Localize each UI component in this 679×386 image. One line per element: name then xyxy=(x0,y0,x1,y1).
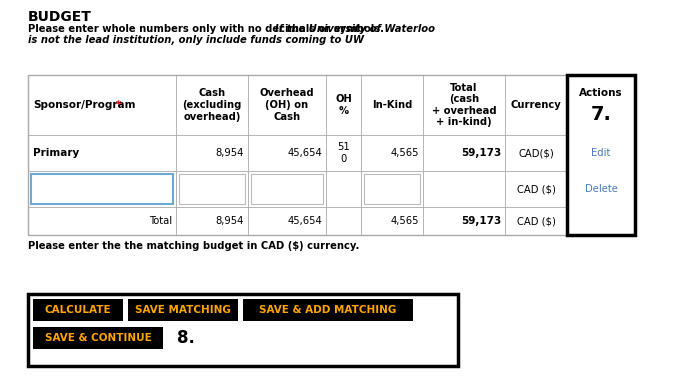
Text: 4,565: 4,565 xyxy=(390,216,419,226)
Text: 45,654: 45,654 xyxy=(287,216,322,226)
Text: Please enter the the matching budget in CAD ($) currency.: Please enter the the matching budget in … xyxy=(28,241,359,251)
Text: Total
(cash
+ overhead
+ in-kind): Total (cash + overhead + in-kind) xyxy=(432,83,496,127)
Bar xyxy=(243,299,413,321)
Text: SAVE & ADD MATCHING: SAVE & ADD MATCHING xyxy=(259,305,397,315)
Text: 8,954: 8,954 xyxy=(216,148,244,158)
Text: Cash
(excluding
overhead): Cash (excluding overhead) xyxy=(183,88,242,122)
Text: Currency: Currency xyxy=(511,100,562,110)
Bar xyxy=(128,299,238,321)
Text: If the University of Waterloo: If the University of Waterloo xyxy=(275,24,435,34)
Text: Overhead
(OH) on
Cash: Overhead (OH) on Cash xyxy=(259,88,314,122)
Text: In-Kind: In-Kind xyxy=(372,100,412,110)
Bar xyxy=(364,174,420,204)
Text: CAD($): CAD($) xyxy=(518,148,554,158)
Text: SAVE & CONTINUE: SAVE & CONTINUE xyxy=(45,333,151,343)
Bar xyxy=(567,75,635,235)
Bar xyxy=(31,174,173,204)
Bar xyxy=(33,327,163,349)
Text: 7.: 7. xyxy=(591,105,611,125)
Text: 59,173: 59,173 xyxy=(461,148,501,158)
Text: BUDGET: BUDGET xyxy=(28,10,92,24)
Text: Delete: Delete xyxy=(585,184,617,194)
Text: 8,954: 8,954 xyxy=(216,216,244,226)
Bar xyxy=(28,75,635,235)
Text: is not the lead institution, only include funds coming to UW: is not the lead institution, only includ… xyxy=(28,35,364,45)
Bar xyxy=(33,299,123,321)
Bar xyxy=(28,294,458,366)
Text: Actions: Actions xyxy=(579,88,623,98)
Bar xyxy=(251,174,323,204)
Text: 4,565: 4,565 xyxy=(390,148,419,158)
Text: 59,173: 59,173 xyxy=(461,216,501,226)
Text: CAD ($): CAD ($) xyxy=(517,216,555,226)
Text: 8.: 8. xyxy=(177,329,195,347)
Text: OH
%: OH % xyxy=(335,94,352,116)
Text: CAD ($): CAD ($) xyxy=(517,184,555,194)
Text: Sponsor/Program: Sponsor/Program xyxy=(33,100,136,110)
Text: *: * xyxy=(116,100,122,110)
Text: SAVE MATCHING: SAVE MATCHING xyxy=(135,305,231,315)
Bar xyxy=(179,174,245,204)
Text: 51
0: 51 0 xyxy=(337,142,350,164)
Text: 45,654: 45,654 xyxy=(287,148,322,158)
Text: Total: Total xyxy=(149,216,172,226)
Text: Primary: Primary xyxy=(33,148,79,158)
Text: Please enter whole numbers only with no decimals or symbols.: Please enter whole numbers only with no … xyxy=(28,24,388,34)
Text: CALCULATE: CALCULATE xyxy=(45,305,111,315)
Text: Edit: Edit xyxy=(591,148,610,158)
